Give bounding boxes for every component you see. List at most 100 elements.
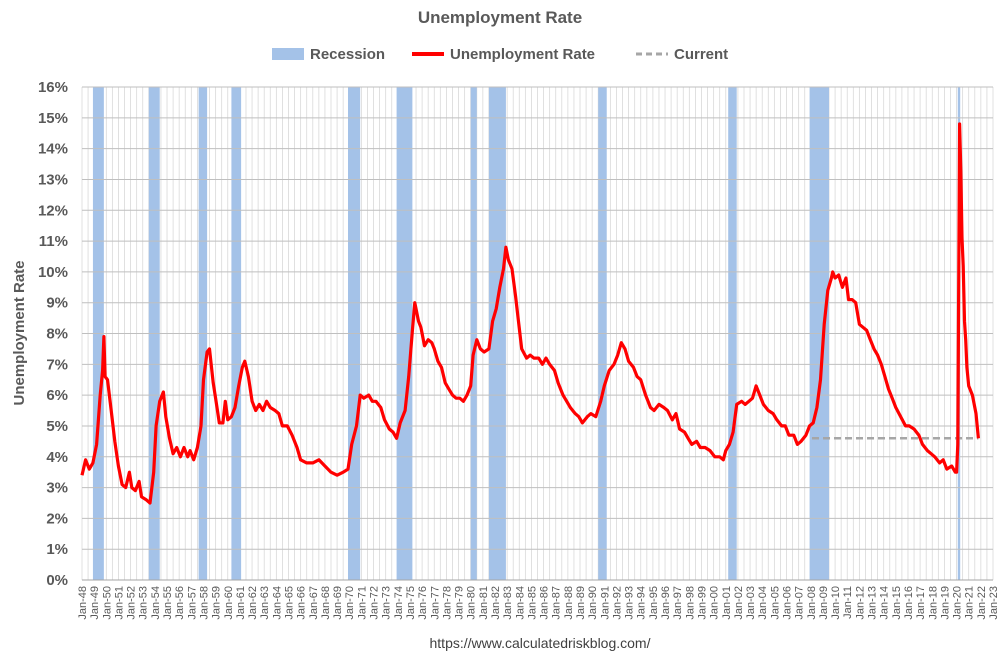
y-tick-label: 15% bbox=[38, 110, 68, 127]
legend-entry: Current bbox=[636, 46, 728, 63]
x-tick-label: Jan-92 bbox=[612, 586, 624, 620]
x-tick-label: Jan-68 bbox=[320, 586, 332, 620]
x-tick-label: Jan-01 bbox=[721, 586, 733, 620]
x-tick-label: Jan-54 bbox=[150, 586, 162, 620]
x-tick-label: Jan-89 bbox=[575, 586, 587, 620]
y-tick-label: 14% bbox=[38, 141, 68, 158]
x-tick-label: Jan-80 bbox=[466, 586, 478, 620]
x-tick-label: Jan-76 bbox=[417, 586, 429, 620]
x-tick-label: Jan-08 bbox=[806, 586, 818, 620]
x-tick-label: Jan-67 bbox=[308, 586, 320, 620]
horizontal-gridlines bbox=[82, 86, 993, 581]
x-tick-label: Jan-58 bbox=[199, 586, 211, 620]
x-tick-label: Jan-75 bbox=[405, 586, 417, 620]
y-tick-label: 10% bbox=[38, 264, 68, 281]
y-tick-label: 16% bbox=[38, 79, 68, 96]
x-tick-label: Jan-03 bbox=[745, 586, 757, 620]
x-tick-label: Jan-95 bbox=[648, 586, 660, 620]
chart-title: Unemployment Rate bbox=[418, 8, 582, 27]
x-tick-label: Jan-49 bbox=[89, 586, 101, 620]
x-tick-label: Jan-94 bbox=[636, 586, 648, 620]
x-tick-label: Jan-56 bbox=[174, 586, 186, 620]
x-tick-label: Jan-78 bbox=[441, 586, 453, 620]
y-tick-label: 4% bbox=[46, 449, 68, 466]
y-axis-ticks: 0% 1% 2% 3% 4% 5% 6% 7% 8% 9% 10% 11% 12% 13% 14% 15% 16… bbox=[38, 79, 68, 589]
x-tick-label: Jan-14 bbox=[879, 586, 891, 620]
x-tick-label: Jan-63 bbox=[259, 586, 271, 620]
x-tick-label: Jan-84 bbox=[514, 586, 526, 620]
x-tick-label: Jan-70 bbox=[344, 586, 356, 620]
x-tick-label: Jan-10 bbox=[830, 586, 842, 620]
y-tick-label: 5% bbox=[46, 418, 68, 435]
x-tick-label: Jan-59 bbox=[211, 586, 223, 620]
y-axis-label: Unemployment Rate bbox=[11, 260, 28, 405]
x-tick-label: Jan-20 bbox=[952, 586, 964, 620]
y-tick-label: 13% bbox=[38, 171, 68, 188]
x-tick-label: Jan-83 bbox=[502, 586, 514, 620]
x-tick-label: Jan-85 bbox=[526, 586, 538, 620]
x-tick-label: Jan-22 bbox=[976, 586, 988, 620]
legend-swatch bbox=[272, 48, 304, 60]
x-tick-label: Jan-69 bbox=[332, 586, 344, 620]
x-tick-label: Jan-17 bbox=[915, 586, 927, 620]
x-tick-label: Jan-05 bbox=[769, 586, 781, 620]
x-tick-label: Jan-55 bbox=[162, 586, 174, 620]
x-tick-label: Jan-64 bbox=[271, 586, 283, 620]
x-tick-label: Jan-60 bbox=[223, 586, 235, 620]
x-tick-label: Jan-71 bbox=[356, 586, 368, 620]
x-tick-label: Jan-82 bbox=[490, 586, 502, 620]
y-tick-label: 8% bbox=[46, 326, 68, 343]
x-tick-label: Jan-57 bbox=[186, 586, 198, 620]
source-url: https://www.calculatedriskblog.com/ bbox=[430, 635, 651, 651]
x-tick-label: Jan-99 bbox=[697, 586, 709, 620]
y-tick-label: 11% bbox=[39, 233, 68, 250]
x-tick-label: Jan-07 bbox=[794, 586, 806, 620]
x-tick-label: Jan-90 bbox=[587, 586, 599, 620]
legend-label: Current bbox=[674, 46, 728, 63]
legend-entry: Unemployment Rate bbox=[412, 46, 595, 63]
x-tick-label: Jan-77 bbox=[429, 586, 441, 620]
x-tick-label: Jan-23 bbox=[988, 586, 1000, 620]
x-tick-label: Jan-97 bbox=[672, 586, 684, 620]
y-tick-label: 0% bbox=[46, 572, 68, 589]
x-tick-label: Jan-04 bbox=[757, 586, 769, 620]
x-tick-label: Jan-65 bbox=[284, 586, 296, 620]
y-tick-label: 1% bbox=[46, 541, 68, 558]
x-tick-label: Jan-16 bbox=[903, 586, 915, 620]
x-tick-label: Jan-21 bbox=[964, 586, 976, 620]
x-tick-label: Jan-98 bbox=[684, 586, 696, 620]
x-axis-ticks: Jan-48 Jan-49 Jan-50 Jan-51 Jan-52 Jan-53 Jan-… bbox=[77, 586, 1000, 620]
x-tick-label: Jan-66 bbox=[296, 586, 308, 620]
y-tick-label: 2% bbox=[46, 510, 68, 527]
x-tick-label: Jan-96 bbox=[660, 586, 672, 620]
x-tick-label: Jan-11 bbox=[842, 586, 854, 619]
x-tick-label: Jan-72 bbox=[369, 586, 381, 620]
x-tick-label: Jan-87 bbox=[551, 586, 563, 620]
x-tick-label: Jan-61 bbox=[235, 586, 247, 620]
x-tick-label: Jan-06 bbox=[782, 586, 794, 620]
x-tick-label: Jan-50 bbox=[101, 586, 113, 620]
x-tick-label: Jan-88 bbox=[563, 586, 575, 620]
x-tick-label: Jan-02 bbox=[733, 586, 745, 620]
x-tick-label: Jan-53 bbox=[138, 586, 150, 620]
x-tick-label: Jan-19 bbox=[939, 586, 951, 620]
y-tick-label: 6% bbox=[46, 387, 68, 404]
x-tick-label: Jan-74 bbox=[393, 586, 405, 620]
x-tick-label: Jan-79 bbox=[454, 586, 466, 620]
legend-label: Recession bbox=[310, 46, 385, 63]
y-tick-label: 3% bbox=[46, 480, 68, 497]
x-tick-label: Jan-51 bbox=[113, 586, 125, 620]
unemployment-rate-line bbox=[80, 122, 980, 505]
x-tick-label: Jan-81 bbox=[478, 586, 490, 620]
x-tick-label: Jan-52 bbox=[126, 586, 138, 620]
x-tick-label: Jan-18 bbox=[927, 586, 939, 620]
x-tick-label: Jan-09 bbox=[818, 586, 830, 620]
legend-label: Unemployment Rate bbox=[450, 46, 595, 63]
x-tick-label: Jan-93 bbox=[624, 586, 636, 620]
legend: Recession Unemployment Rate Current bbox=[272, 46, 728, 63]
x-tick-label: Jan-13 bbox=[867, 586, 879, 620]
y-tick-label: 7% bbox=[46, 356, 68, 373]
x-tick-label: Jan-86 bbox=[539, 586, 551, 620]
y-tick-label: 9% bbox=[46, 295, 68, 312]
